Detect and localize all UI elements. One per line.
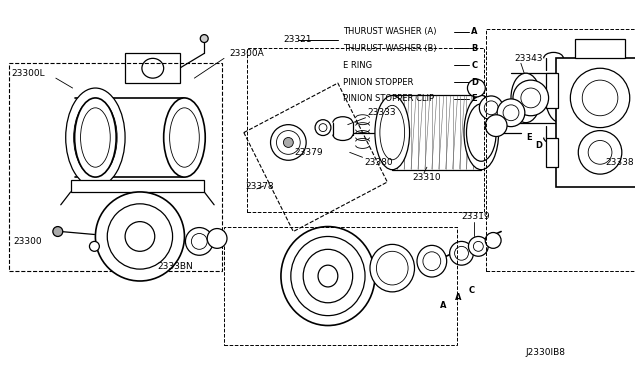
Circle shape: [579, 131, 622, 174]
Ellipse shape: [88, 125, 102, 150]
Circle shape: [570, 68, 630, 128]
Ellipse shape: [303, 249, 353, 303]
Text: THURUST WASHER (A): THURUST WASHER (A): [343, 27, 436, 36]
Text: THURUST WASHER (B): THURUST WASHER (B): [343, 44, 436, 53]
Ellipse shape: [467, 104, 496, 161]
Bar: [546, 73, 557, 108]
Circle shape: [503, 105, 519, 121]
Ellipse shape: [318, 265, 338, 287]
Circle shape: [474, 241, 483, 251]
Text: 23300L: 23300L: [12, 69, 45, 78]
Text: 23300A: 23300A: [229, 49, 264, 58]
Circle shape: [467, 79, 485, 97]
Text: C: C: [468, 286, 475, 295]
Ellipse shape: [170, 108, 199, 167]
Text: B: B: [472, 44, 478, 53]
Ellipse shape: [380, 105, 404, 160]
Text: 23380: 23380: [365, 158, 393, 167]
Circle shape: [450, 241, 474, 265]
Circle shape: [479, 96, 503, 120]
Ellipse shape: [164, 98, 205, 177]
Text: 23321: 23321: [284, 35, 312, 44]
Ellipse shape: [281, 227, 375, 326]
Circle shape: [207, 228, 227, 248]
Circle shape: [200, 35, 208, 42]
Circle shape: [284, 138, 293, 147]
Text: J2330IB8: J2330IB8: [526, 348, 566, 357]
Bar: [247, 48, 484, 212]
Ellipse shape: [423, 252, 441, 270]
Ellipse shape: [376, 251, 408, 285]
Ellipse shape: [511, 73, 541, 123]
Circle shape: [582, 80, 618, 116]
Circle shape: [521, 88, 541, 108]
Ellipse shape: [375, 96, 410, 170]
Circle shape: [95, 192, 184, 281]
Text: A: A: [472, 27, 478, 36]
Circle shape: [484, 101, 498, 115]
Circle shape: [485, 115, 507, 137]
Circle shape: [513, 80, 548, 116]
Bar: [486, 29, 639, 271]
Ellipse shape: [370, 244, 415, 292]
Circle shape: [276, 131, 300, 154]
Circle shape: [271, 125, 306, 160]
Ellipse shape: [66, 88, 125, 187]
Ellipse shape: [472, 108, 492, 157]
Text: D: D: [472, 78, 479, 87]
Text: PINION STOPPER: PINION STOPPER: [343, 78, 413, 87]
Circle shape: [125, 222, 155, 251]
Text: E: E: [472, 94, 477, 103]
Text: 23379: 23379: [294, 148, 323, 157]
Circle shape: [485, 232, 501, 248]
Circle shape: [191, 234, 207, 249]
Bar: [546, 138, 557, 167]
Bar: [556, 58, 640, 187]
Bar: [224, 227, 456, 345]
Text: 23378: 23378: [246, 183, 275, 192]
Circle shape: [497, 99, 525, 126]
Ellipse shape: [74, 99, 117, 176]
Text: A: A: [440, 301, 446, 310]
Ellipse shape: [464, 96, 499, 170]
Ellipse shape: [291, 237, 365, 315]
Text: A: A: [454, 293, 461, 302]
Circle shape: [53, 227, 63, 237]
Circle shape: [588, 141, 612, 164]
Circle shape: [454, 246, 468, 260]
Ellipse shape: [546, 73, 575, 123]
Ellipse shape: [417, 246, 447, 277]
Text: 23300: 23300: [13, 237, 42, 246]
Text: PINION STOPPER CLIP: PINION STOPPER CLIP: [343, 94, 434, 103]
Bar: [575, 39, 625, 58]
Ellipse shape: [81, 108, 110, 167]
Bar: [70, 180, 204, 192]
Text: 23343: 23343: [514, 54, 543, 63]
Circle shape: [468, 237, 488, 256]
Bar: [10, 63, 222, 271]
Text: E RING: E RING: [343, 61, 372, 70]
Text: E: E: [526, 133, 531, 142]
Circle shape: [319, 124, 327, 132]
Bar: [125, 54, 179, 83]
Circle shape: [315, 120, 331, 135]
Text: D: D: [536, 141, 543, 150]
Circle shape: [108, 204, 173, 269]
Circle shape: [186, 228, 213, 255]
Text: 2333BN: 2333BN: [157, 262, 193, 271]
Ellipse shape: [75, 98, 116, 177]
Text: 23338: 23338: [605, 158, 634, 167]
Text: 23310: 23310: [412, 173, 441, 182]
Circle shape: [90, 241, 99, 251]
Text: 23319: 23319: [461, 212, 490, 221]
Ellipse shape: [142, 58, 164, 78]
Text: C: C: [472, 61, 477, 70]
Text: 23333: 23333: [367, 108, 396, 117]
Ellipse shape: [81, 112, 109, 163]
